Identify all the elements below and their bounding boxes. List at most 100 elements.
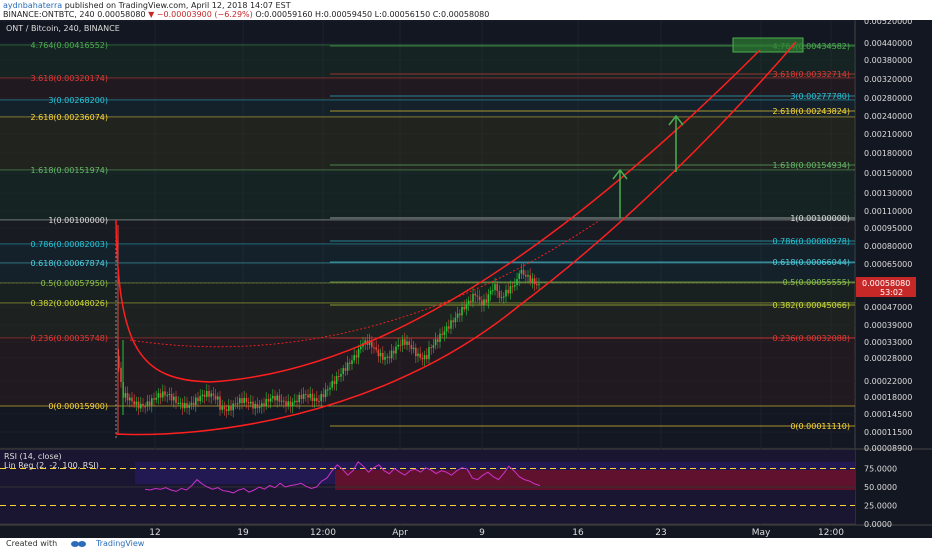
candle-body <box>175 396 177 403</box>
fib-right-label: 1.618(0.00154934) <box>773 161 851 170</box>
candle-body <box>245 397 248 403</box>
symbol-text: BINANCE:ONTBTC, 240 <box>3 10 95 19</box>
candle-body <box>258 406 261 409</box>
channel-lower-curve <box>115 41 797 436</box>
x-tick-label: 9 <box>479 528 485 538</box>
candle-body <box>351 360 353 364</box>
candle-body <box>274 396 276 401</box>
x-tick-label: 12:00 <box>818 528 844 538</box>
fib-zone <box>0 283 855 303</box>
candle-body <box>412 347 415 350</box>
candle-body <box>483 299 485 306</box>
price-tag-countdown: 53:02 <box>880 288 903 297</box>
candle-body <box>234 403 237 405</box>
candle-body <box>140 403 142 409</box>
price-tick-label: 0.00095000 <box>864 224 912 233</box>
rsi-line <box>144 461 541 494</box>
author-link[interactable]: aydnbahaterra <box>3 1 63 10</box>
candle-body <box>212 393 215 396</box>
candle-body <box>461 306 463 316</box>
candle-body <box>503 296 505 298</box>
candle-body <box>173 396 175 401</box>
channel-upper-curve <box>115 49 761 383</box>
candle-body <box>507 289 509 294</box>
fib-right-label: 0.618(0.00066044) <box>773 258 851 267</box>
candle-body <box>170 393 173 401</box>
candle-body <box>335 376 338 385</box>
candle-body <box>305 394 307 396</box>
candle-body <box>223 406 226 410</box>
tradingview-brand-link[interactable]: TradingView <box>96 539 145 548</box>
candle-body <box>476 295 479 297</box>
candle-body <box>364 340 366 344</box>
candle-body <box>445 326 448 332</box>
candle-body <box>309 393 311 398</box>
candle-body <box>384 357 386 360</box>
price-tick-label: 0.00008900 <box>864 444 912 453</box>
fib-left-label: 0.618(0.00067874) <box>31 259 109 268</box>
candle-body <box>166 395 168 397</box>
candle-body <box>324 389 327 398</box>
candle-body <box>456 313 459 318</box>
fib-zone <box>0 100 855 117</box>
price-chart-svg[interactable]: 12 19 12:00 Apr 9 16 23 May 12:00 0.00520000 0.004… <box>0 17 932 538</box>
candle-body <box>485 299 487 303</box>
chart-header: aydnbahaterra published on TradingView.c… <box>0 0 932 20</box>
candle-body <box>465 304 468 310</box>
candle-body <box>289 401 292 407</box>
candle-body <box>283 400 285 402</box>
candle-body <box>318 401 320 403</box>
candle-body <box>340 373 342 377</box>
candle-body <box>118 356 120 368</box>
candle-body <box>126 393 129 401</box>
candle-body <box>399 344 402 346</box>
candle-body <box>272 396 274 399</box>
candle-body <box>342 368 344 374</box>
candle-body <box>454 317 457 323</box>
candle-body <box>296 400 298 403</box>
price-tick-label: 0.00080000 <box>864 242 912 251</box>
fib-left-label: 0.236(0.00035748) <box>31 334 109 343</box>
candle-body <box>428 347 430 360</box>
fib-right-label: 0.5(0.00055555) <box>783 278 850 287</box>
candle-body <box>254 403 256 409</box>
candle-body <box>184 403 186 409</box>
price-tag-box <box>856 277 916 297</box>
candle-body <box>386 356 388 358</box>
price-tick-label: 0.00018000 <box>864 393 912 402</box>
candle-body <box>120 367 122 382</box>
candle-body <box>291 402 294 407</box>
rsi-tick-label: 25.0000 <box>864 502 897 511</box>
fib-right-label: 0.382(0.00045066) <box>773 301 851 310</box>
fib-left-label: 0.5(0.00057950) <box>41 279 108 288</box>
x-tick-label: 12:00 <box>310 528 336 538</box>
price-tick-label: 0.00380000 <box>864 56 912 65</box>
candle-body <box>327 389 329 391</box>
chart-area[interactable]: 12 19 12:00 Apr 9 16 23 May 12:00 0.00520000 0.004… <box>0 17 932 538</box>
candle-body <box>199 396 201 402</box>
candle-body <box>236 403 239 405</box>
price-tick-label: 0.00520000 <box>864 20 912 26</box>
candle-body <box>423 355 426 360</box>
candle-body <box>201 394 204 397</box>
candle-body <box>225 409 228 412</box>
fib-left-label: 1(0.00100000) <box>48 216 108 225</box>
candle-body <box>329 387 331 390</box>
fib-right-label: 0(0.00011110) <box>790 422 850 431</box>
fib-zone <box>0 170 855 220</box>
candle-body <box>269 398 272 402</box>
candle-body <box>360 346 362 350</box>
candle-body <box>421 357 424 360</box>
candle-body <box>168 393 171 396</box>
publish-line: aydnbahaterra published on TradingView.c… <box>3 1 291 10</box>
candle-body <box>371 340 373 348</box>
price-tick-label: 0.00130000 <box>864 189 912 198</box>
candle-body <box>419 353 421 358</box>
candle-body <box>406 341 408 345</box>
candle-body <box>267 398 270 402</box>
price-tick-label: 0.00014500 <box>864 410 912 419</box>
candle-body <box>487 294 490 303</box>
up-arrow-2-head <box>668 114 684 126</box>
fib-left-label: 0(0.00015900) <box>48 402 108 411</box>
candle-body <box>263 403 265 407</box>
